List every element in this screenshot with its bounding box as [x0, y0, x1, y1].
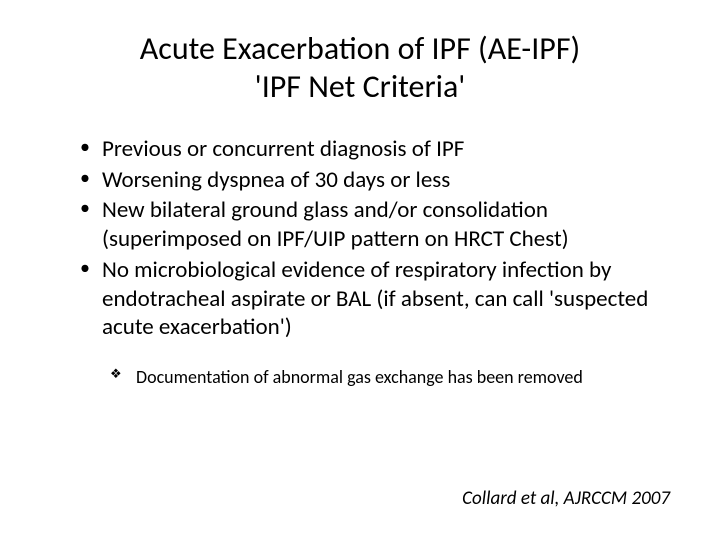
list-item: Documentation of abnormal gas exchange h…: [110, 366, 670, 389]
list-item: New bilateral ground glass and/or consol…: [80, 196, 670, 254]
list-item: No microbiological evidence of respirato…: [80, 256, 670, 342]
sub-bullet-list: Documentation of abnormal gas exchange h…: [50, 366, 670, 389]
title-line-2: 'IPF Net Criteria': [50, 68, 670, 106]
title-line-1: Acute Exacerbation of IPF (AE-IPF): [50, 30, 670, 68]
title-block: Acute Exacerbation of IPF (AE-IPF) 'IPF …: [50, 30, 670, 107]
citation-text: Collard et al, AJRCCM 2007: [462, 487, 670, 510]
main-bullet-list: Previous or concurrent diagnosis of IPF …: [50, 135, 670, 342]
slide-container: Acute Exacerbation of IPF (AE-IPF) 'IPF …: [0, 0, 720, 540]
list-item: Worsening dyspnea of 30 days or less: [80, 166, 670, 195]
list-item: Previous or concurrent diagnosis of IPF: [80, 135, 670, 164]
